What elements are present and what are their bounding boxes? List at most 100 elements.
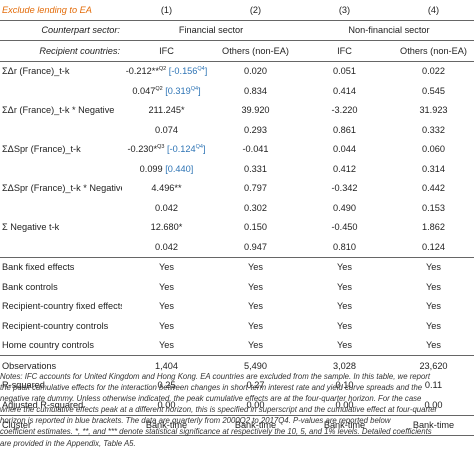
row-label: ΣΔSpr (France)_t-k * Negative xyxy=(2,183,122,194)
cell-value: 0.545 xyxy=(422,85,445,96)
table-cell: 0.00 xyxy=(246,399,265,410)
table-cell: 23,620 xyxy=(389,355,474,376)
table-cell: Yes xyxy=(426,340,441,351)
row-label xyxy=(0,120,122,140)
recipient-row: Recipient countries: IFC Others (non-EA)… xyxy=(0,40,474,62)
table-cell: 0.797 xyxy=(211,179,300,199)
row-label: ΣΔr (France)_t-k * Negative xyxy=(2,105,115,116)
table-cell: 0.042 xyxy=(122,198,211,218)
four-quarter-label: Q4 xyxy=(195,144,203,151)
table-cell: -0.230*Q3 [-0.124Q4] xyxy=(122,140,211,160)
cell-value: 0.810 xyxy=(333,241,356,252)
cell-value: 0.293 xyxy=(244,124,267,135)
table-cell: 0.099 [0.440] xyxy=(122,159,211,179)
four-quarter-effect: [-0.156Q4] xyxy=(169,66,208,76)
table-cell: 0.00 xyxy=(157,399,176,410)
control-row: Bank fixed effects Yes Yes Yes Yes xyxy=(0,256,474,277)
table-cell: 0.00 xyxy=(335,399,354,410)
notes-line: Notes: IFC accounts for United Kingdom a… xyxy=(0,372,431,381)
cell-value: 0.490 xyxy=(333,202,356,213)
table-cell: -0.342 xyxy=(300,179,389,199)
col-group-1: IFC xyxy=(122,40,211,62)
table-cell: 12.680* xyxy=(122,218,211,238)
row-label: Adjusted R-squared xyxy=(2,399,84,410)
cell-value: 0.947 xyxy=(244,241,267,252)
cell-value: 39.920 xyxy=(241,105,270,116)
counterpart-row: Counterpart sector: Financial sector Non… xyxy=(0,19,474,41)
regression-table: Exclude lending to EA (1) (2) (3) (4) Co… xyxy=(0,4,474,436)
bracket-close: ] xyxy=(202,144,206,155)
table-cell: 0.293 xyxy=(211,120,300,140)
cell-value: -0.230* xyxy=(127,144,158,155)
table-cell: 0.10 xyxy=(335,380,354,391)
table-cell: 0.047Q2 [0.319Q4] xyxy=(122,81,211,101)
coefficient-row: ΣΔSpr (France)_t-k -0.230*Q3 [-0.124Q4] -0… xyxy=(0,140,474,160)
table-cell: Yes xyxy=(159,301,174,312)
table-cell: Yes xyxy=(248,340,263,351)
table-cell: 0.834 xyxy=(211,81,300,101)
counterpart-label: Counterpart sector: xyxy=(0,19,122,41)
col-group-2: Others (non-EA) xyxy=(211,40,300,62)
table-cell: Yes xyxy=(211,256,300,277)
cell-value: 0.834 xyxy=(244,85,267,96)
table-cell: 0.490 xyxy=(300,198,389,218)
table-cell: Yes xyxy=(159,320,174,331)
cell-value: 0.331 xyxy=(244,163,267,174)
table-cell: -0.450 xyxy=(300,218,389,238)
table-cell: 0.051 xyxy=(300,60,389,81)
table-cell: 0.545 xyxy=(389,81,474,101)
table-cell: 0.947 xyxy=(211,237,300,257)
cell-value: 0.042 xyxy=(155,202,178,213)
table-cell: Yes xyxy=(426,301,441,312)
cell-value: 12.680* xyxy=(150,222,183,233)
notes-line: negative rate dummy. Unless otherwise in… xyxy=(0,394,422,404)
coefficient-row: 0.042 0.947 0.810 0.124 xyxy=(0,237,474,257)
cell-value: 31.923 xyxy=(419,105,448,116)
sector-nonfinancial: Non-financial sector xyxy=(300,19,474,41)
cell-value: 0.412 xyxy=(333,163,356,174)
col-number-4: (4) xyxy=(427,4,440,15)
table-cell: 0.020 xyxy=(211,60,300,81)
coefficient-row: ΣΔr (France)_t-k -0.212**Q2 [-0.156Q4] 0.0… xyxy=(0,60,474,81)
coefficient-row: ΣΔr (France)_t-k * Negative 211.245* 39.92… xyxy=(0,101,474,121)
table-cell: Yes xyxy=(248,281,263,292)
col-number-2: (2) xyxy=(249,4,262,15)
table-cell: Yes xyxy=(337,301,352,312)
cell-value: 0.797 xyxy=(244,183,267,194)
cluster-row: Cluster Bank-time Bank-time Bank-time Bank-t… xyxy=(0,414,474,436)
coefficient-row: 0.074 0.293 0.861 0.332 xyxy=(0,120,474,140)
cell-value: 0.302 xyxy=(244,202,267,213)
cell-value: 4.496** xyxy=(151,183,182,194)
coefficient-row: ΣΔSpr (France)_t-k * Negative 4.496** 0.79… xyxy=(0,179,474,199)
cell-value: -0.212** xyxy=(125,66,159,77)
row-label: ΣΔr (France)_t-k xyxy=(0,60,122,81)
row-label: Σ Negative t-k xyxy=(2,222,60,233)
row-label: R-squared xyxy=(2,380,45,391)
table-cell: 0.044 xyxy=(300,140,389,160)
cell-value: 0.051 xyxy=(333,66,356,77)
cell-value: 0.044 xyxy=(333,144,356,155)
cell-value: 0.074 xyxy=(155,124,178,135)
table-cell: 0.412 xyxy=(300,159,389,179)
cell-value: 0.042 xyxy=(155,241,178,252)
stat-row: R-squared 0.25 0.27 0.10 0.11 xyxy=(0,376,474,396)
row-label: Home country controls xyxy=(2,340,94,351)
table-cell: 0.414 xyxy=(300,81,389,101)
control-row: Bank controls Yes Yes Yes Yes xyxy=(0,277,474,297)
row-label: Bank fixed effects xyxy=(0,256,122,277)
cell-value: -0.342 xyxy=(331,183,358,194)
table-cell: Yes xyxy=(300,256,389,277)
table-cell: Bank-time xyxy=(389,414,474,436)
table-title: Exclude lending to EA xyxy=(2,4,92,15)
cell-value: 0.022 xyxy=(422,66,445,77)
table-cell: 211.245* xyxy=(122,101,211,121)
table-cell: 0.00 xyxy=(424,399,443,410)
four-quarter-value: [-0.156 xyxy=(168,66,198,77)
control-row: Recipient-country fixed effects Yes Yes Yes… xyxy=(0,297,474,317)
table-cell: 0.314 xyxy=(389,159,474,179)
table-cell: Yes xyxy=(426,320,441,331)
table-cell: Yes xyxy=(426,281,441,292)
recipient-label: Recipient countries: xyxy=(0,40,122,62)
row-label xyxy=(0,237,122,257)
four-quarter-effect: [0.440] xyxy=(165,164,193,174)
